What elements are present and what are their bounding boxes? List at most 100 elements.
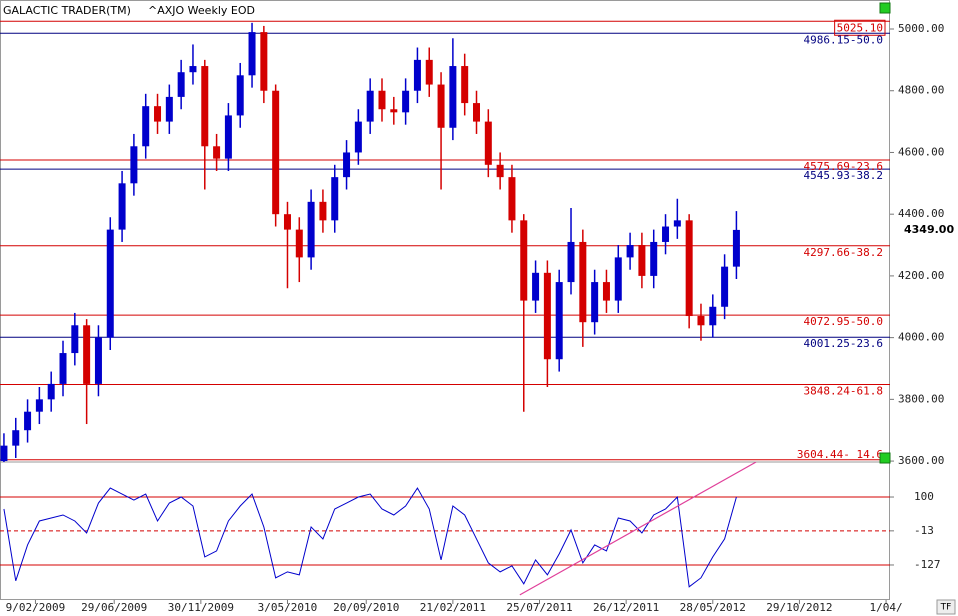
candle-body — [390, 109, 398, 113]
candle-body — [473, 103, 481, 122]
candle-body — [94, 337, 102, 384]
candle-body — [307, 201, 315, 258]
level-label: 4072.95-50.0 — [804, 315, 883, 328]
candle-body — [260, 32, 268, 91]
candle-body — [366, 90, 374, 122]
level-label: 4986.15-50.0 — [804, 33, 883, 46]
y-tick-label: 3600.00 — [898, 454, 944, 467]
candle-body — [721, 266, 729, 307]
y-tick-label: -13 — [914, 524, 934, 537]
last-price-label: 4349.00 — [904, 223, 954, 236]
x-tick-label: 20/09/2010 — [333, 601, 399, 614]
level-label: 3848.24-61.8 — [804, 384, 883, 397]
x-tick-label: 25/07/2011 — [506, 601, 572, 614]
candle-body — [614, 257, 622, 301]
x-tick-label: 21/02/2011 — [420, 601, 486, 614]
candle-body — [319, 201, 327, 221]
panel-button[interactable] — [879, 452, 891, 464]
level-label: 4575.69-23.6 — [804, 160, 883, 173]
candle-body — [579, 241, 587, 323]
candle-body — [354, 121, 362, 153]
candle-body — [213, 146, 221, 159]
candle-body — [295, 229, 303, 258]
x-tick-label: 9/02/2009 — [6, 601, 66, 614]
candle-body — [201, 66, 209, 147]
candle-body — [496, 164, 504, 178]
y-tick-label: 4600.00 — [898, 145, 944, 158]
candle-body — [189, 66, 197, 73]
y-tick-label: 5000.00 — [898, 22, 944, 35]
level-label-box — [834, 19, 886, 36]
level-label: 3604.44- 14.6 — [797, 448, 883, 461]
x-tick-label: 29/06/2009 — [81, 601, 147, 614]
candle-body — [662, 226, 670, 242]
candle-body — [602, 282, 610, 301]
candle-body — [685, 220, 693, 317]
candle-body — [165, 96, 173, 122]
candle-body — [532, 272, 540, 301]
candle-body — [378, 90, 386, 110]
plot-frame — [0, 0, 890, 600]
candle-body — [248, 32, 256, 76]
candle-body — [236, 75, 244, 116]
candle-body — [130, 146, 138, 184]
x-tick-label: 3/05/2010 — [258, 601, 318, 614]
x-tick-label: 29/10/2012 — [766, 601, 832, 614]
y-tick-label: 4000.00 — [898, 331, 944, 344]
candle-body — [106, 229, 114, 338]
candle-body — [591, 282, 599, 323]
candle-body — [520, 220, 528, 301]
candle-body — [177, 72, 185, 97]
candle-body — [35, 399, 43, 412]
level-label: 4545.93-38.2 — [804, 169, 883, 182]
symbol-title: ^AXJO Weekly EOD — [148, 4, 255, 17]
tf-label[interactable]: TF — [940, 603, 952, 613]
candle-body — [343, 152, 351, 178]
candle-body — [437, 84, 445, 128]
tf-button[interactable] — [936, 599, 956, 615]
candle-body — [697, 316, 705, 326]
candle-body — [47, 383, 55, 400]
panel-button[interactable] — [879, 2, 891, 14]
trend-line — [519, 462, 757, 596]
candle-body — [224, 115, 232, 159]
candle-body — [154, 106, 162, 122]
candle-body — [71, 325, 79, 354]
candle-body — [638, 245, 646, 276]
y-tick-label: 4800.00 — [898, 84, 944, 97]
x-tick-label: 28/05/2012 — [680, 601, 746, 614]
level-label: 4001.25-23.6 — [804, 337, 883, 350]
candle-body — [555, 282, 563, 360]
candle-body — [461, 66, 469, 104]
candle-body — [650, 241, 658, 276]
y-tick-label: 4200.00 — [898, 269, 944, 282]
y-tick-label: 4400.00 — [898, 207, 944, 220]
candle-body — [83, 325, 91, 384]
candle-body — [709, 306, 717, 326]
candle-body — [283, 214, 291, 230]
candle-body — [402, 90, 410, 113]
candle-body — [673, 220, 681, 227]
candle-body — [24, 411, 32, 431]
x-tick-label: 30/11/2009 — [168, 601, 234, 614]
candle-body — [118, 183, 126, 230]
candle-body — [449, 66, 457, 128]
candle-body — [413, 59, 421, 91]
candle-body — [484, 121, 492, 165]
candle-body — [0, 445, 8, 462]
candle-body — [12, 430, 20, 446]
app-title: GALACTIC TRADER(TM) — [3, 4, 131, 17]
candle-body — [59, 353, 67, 384]
level-label: 5025.10 — [837, 21, 883, 34]
candle-body — [272, 90, 280, 215]
level-label: 4297.66-38.2 — [804, 246, 883, 259]
candle-body — [626, 245, 634, 258]
y-tick-label: 3800.00 — [898, 392, 944, 405]
y-tick-label: -127 — [914, 558, 941, 571]
candle-body — [142, 106, 150, 147]
oscillator-line — [3, 487, 737, 588]
y-tick-label: 100 — [914, 490, 934, 503]
candle-body — [331, 177, 339, 221]
candle-body — [508, 177, 516, 221]
